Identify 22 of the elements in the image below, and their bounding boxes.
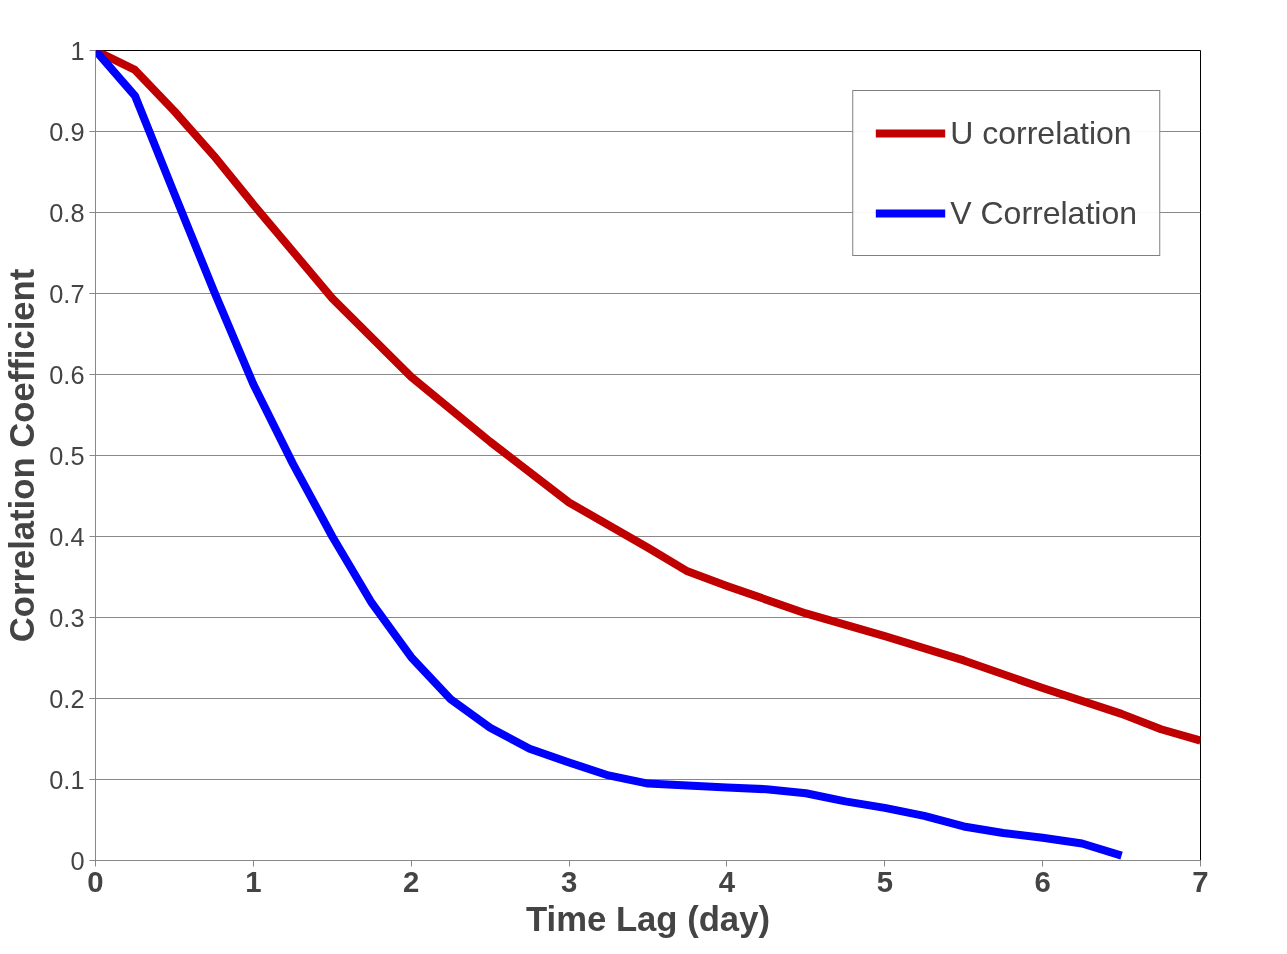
y-tick-label: 0.8 — [49, 198, 85, 227]
legend-label: V Correlation — [950, 194, 1137, 232]
x-axis-title: Time Lag (day) — [526, 899, 770, 938]
x-tick-label: 7 — [1192, 864, 1209, 898]
y-tick-label: 0.2 — [49, 684, 85, 713]
y-tick-label: 0.6 — [49, 360, 85, 389]
x-tick-label: 2 — [403, 864, 420, 898]
legend-label: U correlation — [950, 114, 1132, 152]
x-tick-label: 6 — [1034, 864, 1051, 898]
y-tick-label: 1 — [70, 36, 85, 65]
y-axis-title: Correlation Coefficient — [3, 268, 42, 643]
x-tick-label: 4 — [718, 864, 736, 898]
y-tick-label: 0.9 — [49, 117, 85, 146]
y-tick-label: 0.1 — [49, 765, 85, 794]
x-tick-label: 5 — [876, 864, 893, 898]
y-tick-label: 0.3 — [49, 603, 85, 632]
x-tick-label: 1 — [245, 864, 262, 898]
y-tick-label: 0.5 — [49, 441, 85, 470]
y-tick-label: 0.4 — [49, 522, 85, 551]
x-tick-label: 3 — [560, 864, 578, 898]
y-tick-label: 0 — [70, 846, 85, 875]
y-tick-label: 0.7 — [49, 279, 85, 308]
